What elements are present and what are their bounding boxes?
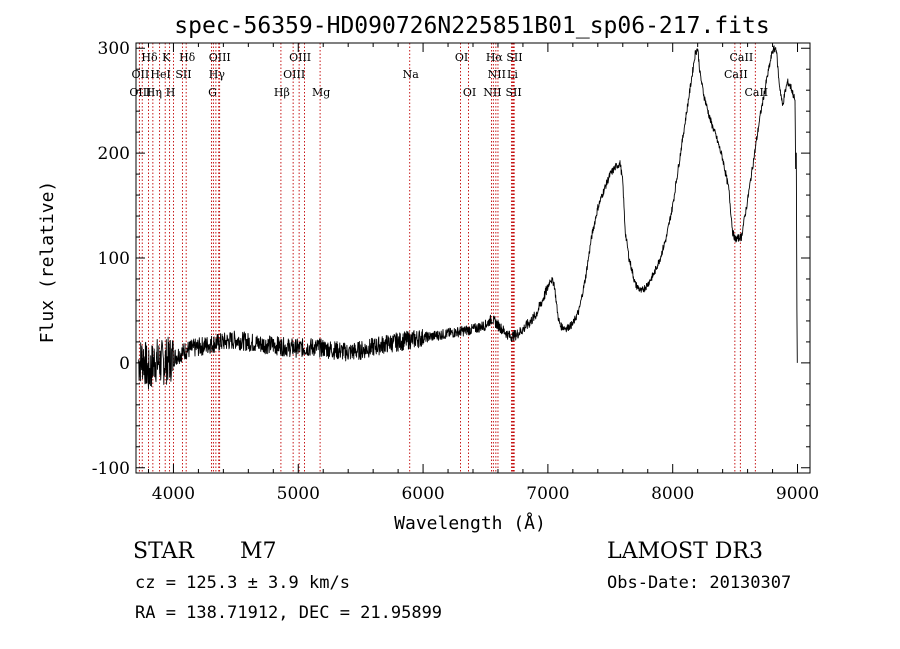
spectral-line-label: H [166, 86, 176, 99]
coordinates: RA = 138.71912, DEC = 21.95899 [135, 603, 443, 623]
spectral-line-label: OI [463, 86, 476, 99]
spectral-line-label: OIII [289, 51, 311, 64]
spectral-line-label: CaII [744, 86, 768, 99]
x-tick-label: 6000 [401, 484, 444, 504]
x-tick-label: 9000 [776, 484, 819, 504]
spectral-line-label: NII [483, 86, 501, 99]
spectral-line-label: SII [506, 51, 522, 64]
x-tick-label: 8000 [651, 484, 694, 504]
y-tick-label: -100 [92, 459, 130, 479]
spectral-line-label: HeI [150, 68, 170, 81]
spectral-line-label: Hγ [209, 68, 226, 81]
y-axis-label: Flux (relative) [37, 181, 58, 344]
spectral-line-label: CaII [724, 68, 748, 81]
spectral-line-label: Hδ [141, 51, 158, 64]
survey-name: LAMOST DR3 [607, 539, 763, 564]
chart-title: spec-56359-HD090726N225851B01_sp06-217.f… [174, 13, 769, 39]
spectral-line-label: K [162, 51, 171, 64]
spectral-line-label: OII [132, 68, 150, 81]
spectral-line-label: Hδ [179, 51, 196, 64]
spectral-line-label: Na [403, 68, 420, 81]
y-tick-label: 0 [119, 354, 130, 374]
x-axis-label: Wavelength (Å) [394, 512, 546, 534]
spectral-line-label: Hβ [274, 86, 290, 99]
x-tick-label: 7000 [526, 484, 569, 504]
spectral-line-label: Hη [146, 86, 162, 99]
spectrum-series-line [138, 45, 798, 390]
spectral-line-label: OI [455, 51, 468, 64]
redshift-velocity: cz = 125.3 ± 3.9 km/s [135, 573, 350, 593]
spectral-line-label: CaII [730, 51, 754, 64]
plot-frame [135, 42, 811, 474]
spectral-line-label: OIII [209, 51, 231, 64]
spectral-line-label: NII [488, 68, 506, 81]
spectral-line-label: OIII [129, 86, 151, 99]
x-tick-label: 4000 [152, 484, 195, 504]
spectral-line-label: SII [175, 68, 191, 81]
spectral-line-label: Li [507, 68, 518, 81]
y-tick-label: 200 [98, 144, 130, 164]
spectral-line-label: G [208, 86, 217, 99]
y-tick-label: 300 [98, 39, 130, 59]
spectral-line-label: Mg [312, 86, 330, 99]
observation-date: Obs-Date: 20130307 [607, 573, 792, 593]
spectral-line-label: SII [505, 86, 521, 99]
y-tick-label: 100 [98, 249, 130, 269]
x-tick-label: 5000 [277, 484, 320, 504]
spectral-line-label: Hα [486, 51, 504, 64]
object-subclass: M7 [240, 539, 277, 564]
spectral-line-label: OIII [283, 68, 305, 81]
object-class: STAR [133, 539, 194, 564]
